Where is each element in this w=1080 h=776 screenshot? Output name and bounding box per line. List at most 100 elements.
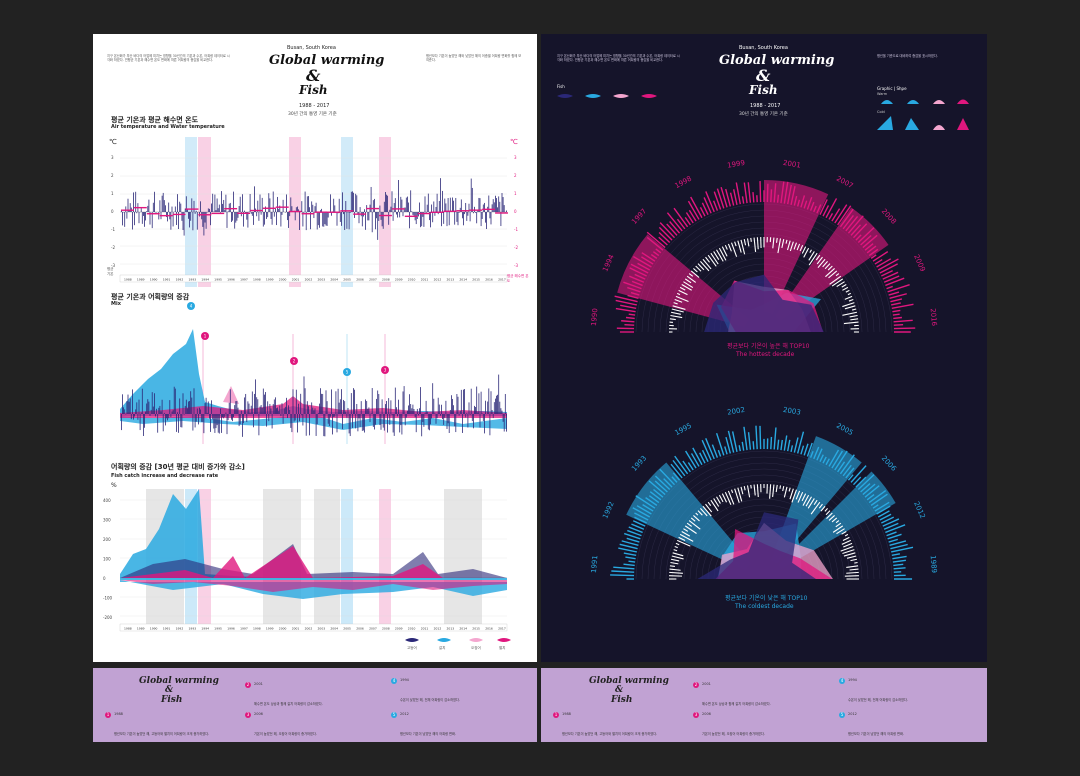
- mix-bar: [311, 402, 313, 414]
- section1-unit-left: ℃: [109, 138, 117, 146]
- inner-spike: [746, 238, 750, 247]
- temp-bar: [436, 193, 438, 212]
- mix-bar: [499, 401, 501, 414]
- spike: [637, 262, 651, 271]
- mix-bar: [376, 398, 377, 414]
- inner-spike: [756, 237, 759, 250]
- catch-tick: 200: [103, 537, 111, 542]
- temp-bar: [465, 202, 467, 212]
- temp-bar: [429, 212, 430, 221]
- inner-spike: [753, 484, 756, 496]
- spike: [819, 454, 824, 462]
- spike: [703, 197, 712, 214]
- temp-bar: [170, 212, 172, 230]
- inner-spike: [675, 542, 680, 546]
- temp-bar: [381, 212, 383, 227]
- temp-bar: [438, 200, 440, 212]
- year-tick: 1989: [137, 278, 145, 282]
- spike: [892, 555, 907, 560]
- mix-bar: [434, 413, 436, 414]
- section1-title: 평균 기온과 평균 해수면 온도: [111, 116, 199, 124]
- mix-bar: [392, 414, 394, 433]
- radial-year-label: 1995: [674, 422, 693, 438]
- sea-temp-line: [404, 215, 418, 218]
- mix-bar: [325, 390, 327, 414]
- inner-spike: [841, 539, 852, 545]
- spike: [886, 531, 897, 537]
- spike: [701, 439, 712, 461]
- mix-bar: [470, 388, 472, 414]
- mix-bar: [322, 393, 324, 414]
- mix-bar: [225, 412, 227, 414]
- mix-bar: [189, 400, 190, 414]
- mix-bar: [299, 414, 300, 422]
- year-tick: 1988: [124, 278, 132, 282]
- mix-bar: [138, 399, 140, 414]
- spike: [658, 226, 673, 241]
- temp-bar: [221, 191, 222, 212]
- spike: [732, 189, 738, 205]
- mix-bar: [400, 414, 402, 426]
- mix-bar: [220, 408, 221, 414]
- spike: [615, 307, 636, 313]
- mix-bar: [298, 403, 299, 414]
- temp-bar: [183, 212, 185, 236]
- inner-spike: [836, 281, 845, 288]
- spike: [687, 462, 694, 471]
- mix-bar: [229, 389, 231, 414]
- temp-bar: [449, 197, 451, 212]
- card-note: 4 1994 수온이 낮았던 해, 전체 어획량이 감소하였다.: [391, 678, 511, 702]
- mix-bar: [454, 414, 456, 427]
- note-number-badge: 4: [839, 678, 845, 684]
- mix-bar: [245, 393, 247, 414]
- temp-bar: [506, 210, 507, 212]
- mix-bar: [363, 414, 364, 431]
- poster-ampersand-dark: &: [756, 66, 771, 85]
- spike: [628, 313, 636, 316]
- mix-bar: [127, 394, 129, 414]
- year-tick: 2005: [343, 278, 351, 282]
- temp-bar: [499, 201, 501, 212]
- temp-bar: [345, 201, 347, 212]
- inner-spike: [797, 491, 804, 503]
- temp-bar: [196, 212, 198, 230]
- spike: [692, 447, 703, 466]
- temp-bar: [192, 212, 194, 231]
- temp-bar: [456, 212, 458, 222]
- spike: [634, 273, 646, 280]
- spike: [658, 231, 671, 244]
- mix-bar: [495, 398, 496, 414]
- spike: [892, 559, 906, 563]
- year-tick: 2009: [395, 278, 403, 282]
- inner-spike: [849, 568, 859, 571]
- inner-spike: [842, 549, 855, 555]
- temp-bar: [200, 201, 201, 212]
- temp-bar: [218, 204, 220, 212]
- temp-bar: [165, 205, 166, 212]
- note-number-badge: 1: [553, 712, 559, 718]
- temp-bar: [422, 212, 424, 217]
- temp-bar: [383, 201, 385, 212]
- note-number-badge: 2: [245, 682, 251, 688]
- inner-spike: [684, 525, 697, 534]
- mix-bar: [423, 414, 425, 427]
- year-tick: 2016: [485, 627, 493, 631]
- mix-bar: [203, 414, 205, 434]
- mix-bar: [365, 399, 366, 414]
- card-title-fish: Fish: [161, 695, 183, 705]
- spike: [670, 463, 683, 479]
- inner-spike: [842, 311, 858, 316]
- temp-bar: [256, 212, 258, 217]
- temp-bar: [491, 204, 493, 212]
- mix-bar: [405, 414, 407, 418]
- mix-bar: [459, 411, 461, 414]
- year-tick: 2000: [279, 627, 287, 631]
- inner-spike: [832, 525, 844, 533]
- year-tick: 1992: [176, 278, 184, 282]
- inner-spike: [813, 499, 818, 505]
- temp-bar: [316, 212, 318, 230]
- temp-bar: [382, 212, 384, 229]
- temp-bar: [144, 212, 145, 227]
- marker-dot: [290, 357, 298, 365]
- mix-bar: [369, 414, 371, 423]
